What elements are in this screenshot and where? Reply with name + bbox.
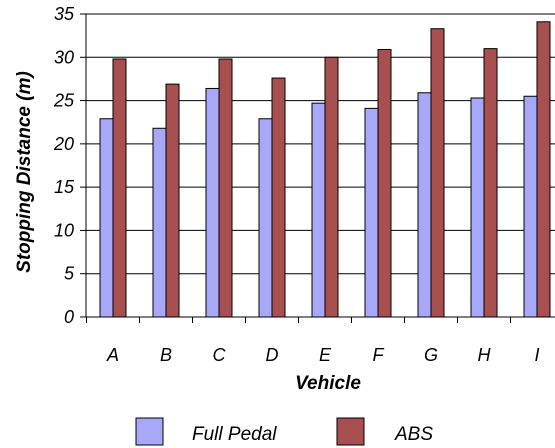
x-tick-label: D: [266, 345, 279, 365]
bar-abs-g: [430, 28, 445, 318]
bar-full-pedal-a: [99, 118, 114, 318]
bar-full-pedal-d: [258, 118, 273, 318]
legend-label-full-pedal: Full Pedal: [192, 424, 277, 445]
bar-full-pedal-e: [311, 102, 326, 318]
legend-swatch-abs: [336, 417, 365, 446]
x-tick-label: F: [373, 345, 385, 365]
x-tick-label: I: [534, 345, 539, 365]
y-axis-title: Stopping Distance (m): [14, 71, 35, 273]
x-tick-label: B: [160, 345, 172, 365]
legend-label-abs: ABS: [394, 424, 433, 445]
bar-abs-f: [377, 48, 392, 318]
x-tick-labels: A B C D E F G H I: [106, 345, 540, 365]
x-tick-label: G: [424, 345, 438, 365]
bar-abs-a: [112, 58, 127, 318]
x-axis-title: Vehicle: [295, 373, 361, 394]
bar-full-pedal-i: [523, 95, 538, 318]
legend-swatch-full-pedal: [135, 417, 164, 446]
x-tick-label: A: [106, 345, 119, 365]
y-tick-label: 10: [54, 220, 74, 240]
x-tick-label: C: [213, 345, 227, 365]
bars: [99, 21, 551, 318]
bar-abs-b: [165, 83, 180, 318]
axes: [85, 14, 555, 323]
y-tick-label: 35: [54, 4, 75, 24]
bar-abs-d: [271, 77, 286, 318]
y-tick-label: 25: [53, 91, 75, 111]
bar-full-pedal-b: [152, 127, 167, 318]
y-tick-label: 20: [53, 134, 74, 154]
bar-abs-e: [324, 56, 339, 318]
x-tick-label: H: [478, 345, 492, 365]
y-tick-label: 15: [54, 177, 75, 197]
bar-abs-i: [536, 21, 551, 318]
bar-full-pedal-g: [417, 92, 432, 318]
bar-full-pedal-c: [205, 87, 220, 318]
bar-abs-c: [218, 58, 233, 318]
bar-full-pedal-h: [470, 97, 485, 318]
y-tick-label: 30: [54, 47, 74, 67]
bar-full-pedal-f: [364, 107, 379, 318]
y-tick-label: 0: [64, 307, 74, 327]
bar-abs-h: [483, 48, 498, 318]
y-tick-labels: 0 5 10 15 20 25 30 35: [53, 4, 75, 327]
y-tick-label: 5: [64, 264, 75, 284]
x-tick-label: E: [319, 345, 332, 365]
legend: Full Pedal ABS: [135, 417, 433, 446]
